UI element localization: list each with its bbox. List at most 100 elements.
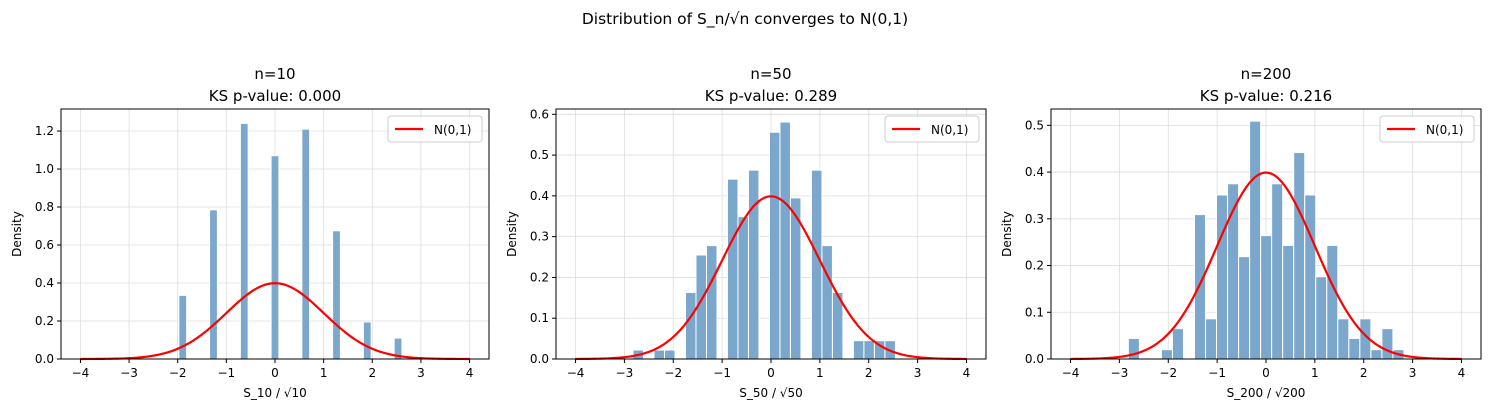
histogram-bar xyxy=(332,230,341,360)
y-tick-label: 0.0 xyxy=(1025,352,1044,366)
x-tick-label: −1 xyxy=(1208,366,1226,380)
histogram-bar xyxy=(1205,318,1218,360)
x-axis-label: S_10 / √10 xyxy=(243,386,306,400)
x-tick-label: 1 xyxy=(816,366,824,380)
histogram-bar xyxy=(301,128,311,360)
histogram-bar xyxy=(653,349,665,360)
x-tick-label: 4 xyxy=(466,366,474,380)
subplot-title: n=50 xyxy=(750,65,791,83)
x-tick-label: −2 xyxy=(169,366,187,380)
histogram-bar xyxy=(1381,328,1394,360)
x-tick-label: 2 xyxy=(1360,366,1368,380)
legend: N(0,1) xyxy=(387,115,483,143)
histogram-bar xyxy=(1326,244,1339,360)
x-tick-label: −3 xyxy=(1111,366,1129,380)
subplot-1: −4 −3 −2 −1 0 1 2 3 4 0.0 0.2 0.4 0.6 0.8 1.0 1.2 n=10 KS… xyxy=(10,65,490,400)
subplot-3: −4 −3 −2 −1 0 1 2 3 4 0.0 0.1 0.2 0.3 0.4 0.5 n=200 KS p… xyxy=(1000,65,1482,400)
y-tick-label: 0.1 xyxy=(530,311,549,325)
histogram-bar xyxy=(663,349,676,360)
histogram-bar xyxy=(1260,235,1273,360)
legend: N(0,1) xyxy=(884,115,980,143)
x-tick-label: 0 xyxy=(271,366,279,380)
y-tick-label: 0.8 xyxy=(35,200,54,214)
subplot-title: n=200 xyxy=(1241,65,1292,83)
y-axis-label: Density xyxy=(505,211,519,257)
x-tick-label: 0 xyxy=(767,366,775,380)
y-tick-label: 0.6 xyxy=(530,107,549,121)
y-axis-label: Density xyxy=(1000,211,1014,257)
x-tick-label: 3 xyxy=(1409,366,1417,380)
legend-label: N(0,1) xyxy=(1426,123,1463,137)
histogram-bar xyxy=(1216,194,1229,360)
histogram-bar xyxy=(747,169,760,360)
histogram-bar xyxy=(1282,244,1295,360)
y-tick-label: 0.5 xyxy=(530,148,549,162)
legend-box xyxy=(884,115,980,143)
histogram-bar xyxy=(1337,318,1350,360)
x-tick-label: −4 xyxy=(567,366,585,380)
histogram-bar xyxy=(737,216,749,360)
y-tick-label: 1.2 xyxy=(35,124,54,138)
x-axis-label: S_50 / √50 xyxy=(739,386,802,400)
x-tick-label: 2 xyxy=(865,366,873,380)
x-tick-label: 0 xyxy=(1262,366,1270,380)
subplot-title-ks: KS p-value: 0.289 xyxy=(705,87,837,105)
histogram-bar xyxy=(810,169,823,360)
histogram-bar xyxy=(768,131,781,360)
histogram-bar xyxy=(863,340,875,360)
histogram-bar xyxy=(1160,349,1173,360)
x-tick-label: 4 xyxy=(1458,366,1466,380)
y-tick-label: 0.4 xyxy=(530,189,549,203)
histogram-bar xyxy=(852,340,865,360)
y-tick-label: 0.2 xyxy=(35,314,54,328)
normal-pdf-curve xyxy=(575,195,967,361)
x-tick-label: −4 xyxy=(72,366,90,380)
subplot-title-ks: KS p-value: 0.000 xyxy=(209,87,341,105)
y-tick-label: 0.5 xyxy=(1025,118,1044,132)
y-tick-label: 0.2 xyxy=(1025,259,1044,273)
y-tick-label: 0.0 xyxy=(35,352,54,366)
histogram-bar xyxy=(1171,328,1184,360)
histogram-bar xyxy=(1249,120,1262,360)
legend-label: N(0,1) xyxy=(434,123,471,137)
x-tick-label: −3 xyxy=(120,366,138,380)
x-tick-label: −2 xyxy=(1159,366,1177,380)
subplot-title: n=10 xyxy=(254,65,295,83)
histogram-bar xyxy=(1238,256,1251,360)
histogram-bar xyxy=(178,294,188,360)
histogram-bar xyxy=(1348,337,1361,360)
histogram-bar xyxy=(270,155,280,360)
normal-pdf-curve xyxy=(1070,171,1462,361)
y-tick-label: 0.4 xyxy=(1025,165,1044,179)
histogram-bar xyxy=(726,178,739,360)
x-tick-label: 2 xyxy=(368,366,376,380)
legend-label: N(0,1) xyxy=(931,123,968,137)
histogram-bar xyxy=(209,209,218,360)
y-tick-label: 0.1 xyxy=(1025,305,1044,319)
x-tick-label: −3 xyxy=(616,366,634,380)
x-axis-label: S_200 / √200 xyxy=(1227,386,1306,400)
x-tick-label: 3 xyxy=(914,366,922,380)
y-tick-label: 0.4 xyxy=(35,276,54,290)
y-tick-label: 0.3 xyxy=(530,230,549,244)
histogram-bar xyxy=(1293,151,1306,360)
histogram-bar xyxy=(684,292,697,360)
legend: N(0,1) xyxy=(1379,115,1475,143)
x-tick-label: −4 xyxy=(1062,366,1080,380)
histogram-bar xyxy=(239,122,249,360)
y-tick-label: 1.0 xyxy=(35,162,54,176)
y-tick-label: 0.6 xyxy=(35,238,54,252)
figure-suptitle: Distribution of S_n/√n converges to N(0,… xyxy=(582,10,908,29)
histogram-bar xyxy=(1315,276,1328,360)
y-axis-label: Density xyxy=(10,211,24,257)
subplot-title-ks: KS p-value: 0.216 xyxy=(1200,87,1332,105)
legend-box xyxy=(387,115,483,143)
x-tick-label: 4 xyxy=(963,366,971,380)
y-tick-label: 0.3 xyxy=(1025,212,1044,226)
histogram-bar xyxy=(821,245,833,360)
y-tick-label: 0.0 xyxy=(530,352,549,366)
x-tick-label: −1 xyxy=(713,366,731,380)
histogram-bar xyxy=(1271,183,1284,360)
histogram-bar xyxy=(1370,349,1383,360)
